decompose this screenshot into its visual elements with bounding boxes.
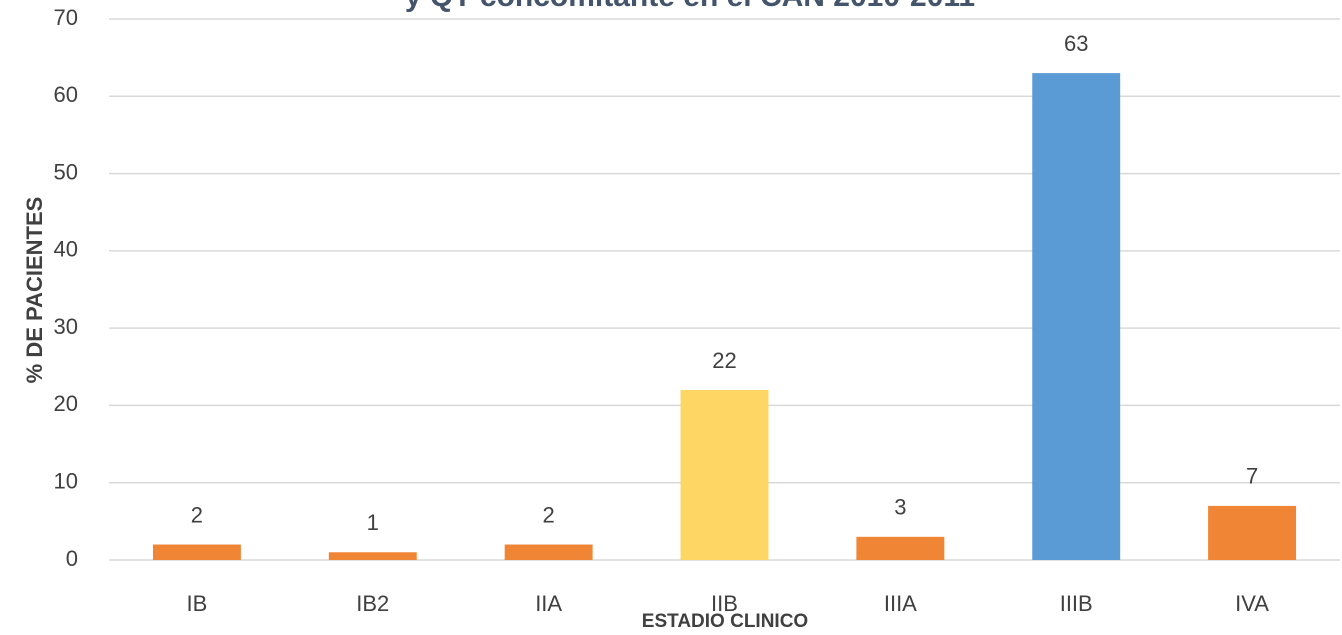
y-tick-label: 30 (54, 314, 78, 339)
data-label: 2 (191, 502, 203, 527)
y-tick-label: 10 (54, 469, 78, 494)
y-tick-label: 40 (54, 237, 78, 262)
bar (856, 536, 945, 560)
x-tick-label: IIIB (1060, 591, 1093, 616)
bar (680, 389, 769, 560)
bar (1208, 505, 1297, 560)
x-tick-label: IVA (1235, 591, 1269, 616)
y-tick-label: 20 (54, 391, 78, 416)
data-label: 3 (894, 495, 906, 520)
x-tick-label: IIB (711, 591, 738, 616)
data-label: 1 (367, 510, 379, 535)
y-tick-label: 50 (54, 159, 78, 184)
x-axis-label: ESTADIO CLINICO (642, 611, 808, 632)
data-label: 22 (712, 348, 736, 373)
data-label: 7 (1246, 464, 1258, 489)
x-tick-label: IIIA (884, 591, 917, 616)
y-axis-label: % DE PACIENTES (22, 197, 47, 384)
x-tick-label: IIA (535, 591, 562, 616)
data-label: 2 (543, 502, 555, 527)
y-tick-label: 70 (54, 5, 78, 30)
bar (152, 544, 241, 560)
chart-title: y QT concomitante en el CAN 2010-2011 (405, 0, 975, 13)
bar (1032, 73, 1121, 560)
x-tick-label: IB2 (356, 591, 389, 616)
data-label: 63 (1064, 31, 1088, 56)
bar (504, 544, 593, 560)
y-tick-label: 60 (54, 82, 78, 107)
bar (328, 552, 417, 560)
y-tick-label: 0 (66, 546, 78, 571)
x-tick-label: IB (187, 591, 208, 616)
